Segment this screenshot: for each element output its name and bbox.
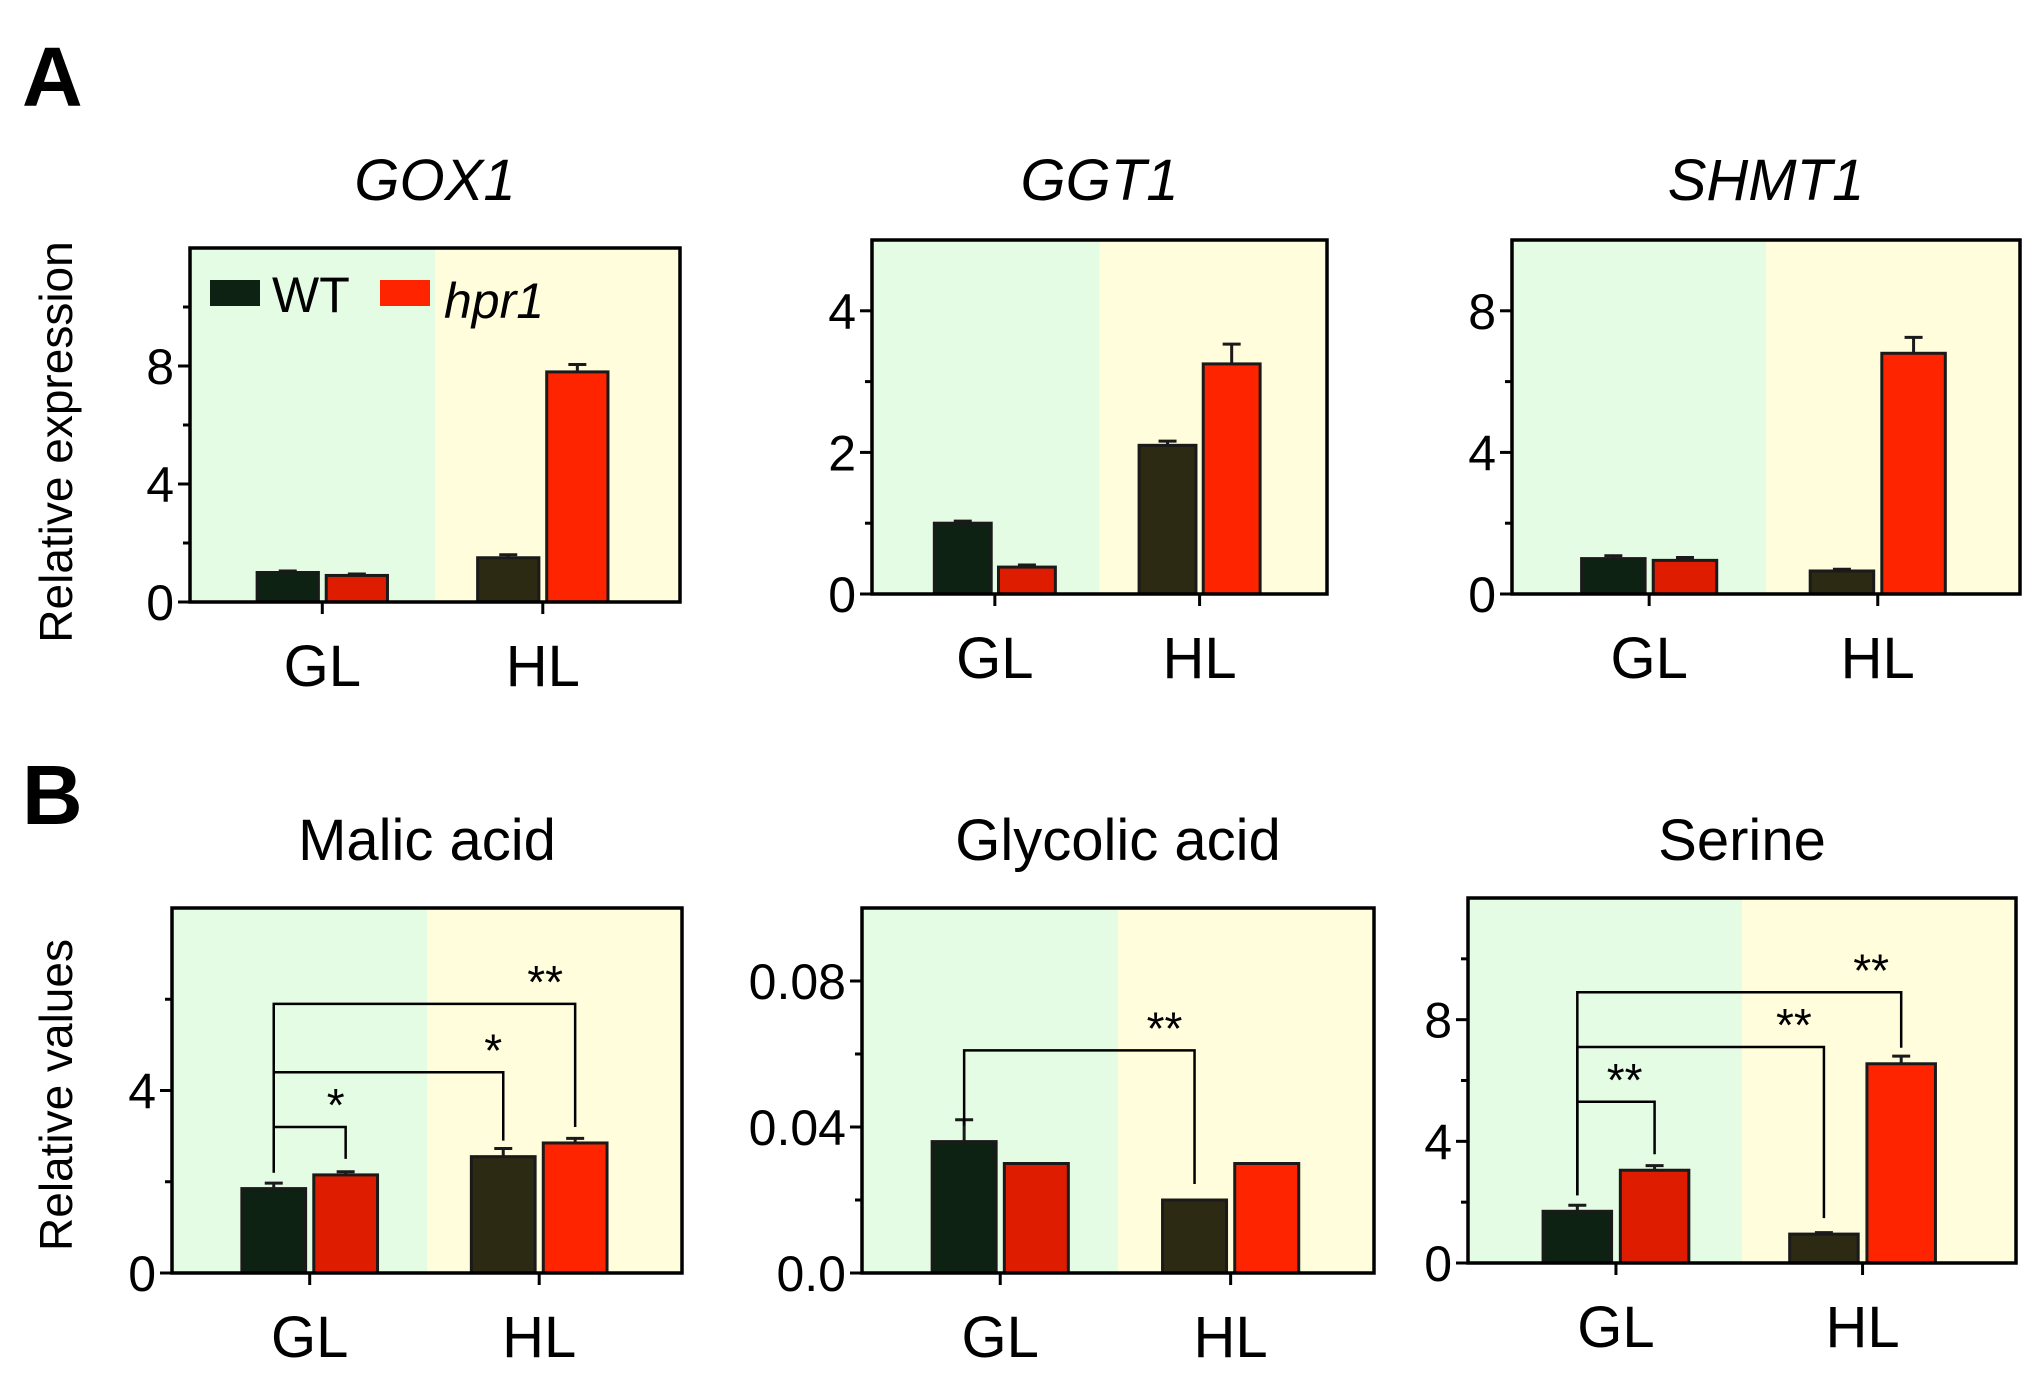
x-category-label: GL (1610, 626, 1687, 691)
x-category-label: HL (1825, 1295, 1899, 1360)
bar-hpr1-gl (1651, 558, 1719, 596)
bar-wt-hl (1137, 443, 1198, 596)
chart-shmt1: SHMT1 0 4 8 GL HL (1468, 148, 2022, 691)
y-tick-label: 8 (1424, 993, 1452, 1049)
y-tick-label: 0 (1468, 567, 1496, 623)
chart-title: GOX1 (354, 148, 515, 213)
legend: WT hpr1 (210, 267, 544, 329)
significance-bracket (962, 1049, 1196, 1184)
panel-label-b: B (22, 748, 83, 842)
significance-label: * (327, 1079, 345, 1131)
charts-container: GOX1 0 4 8 GL HL GGT1 0 2 4 GL HL SHMT1 0 4 8 GL HL Malic … (128, 148, 2022, 1370)
bar-hpr1-gl (324, 573, 389, 604)
bar-wt-gl (932, 521, 993, 596)
chart-title: Serine (1658, 808, 1826, 873)
significance-label: ** (1147, 1002, 1183, 1054)
bar-wt-hl (1788, 1232, 1860, 1265)
bar-wt-hl (469, 1155, 537, 1275)
bar-hpr1-hl (1201, 362, 1262, 596)
background-gl (1512, 240, 1766, 594)
ylabel-b: Relative values (30, 939, 82, 1251)
chart-title: Glycolic acid (955, 808, 1281, 873)
background-gl (190, 248, 435, 602)
legend-label-hpr1: hpr1 (444, 273, 544, 329)
legend-swatch-hpr1 (380, 280, 430, 306)
y-tick-label: 0 (1424, 1236, 1452, 1292)
chart-title: SHMT1 (1668, 148, 1865, 213)
bar-hpr1-gl (1618, 1168, 1691, 1265)
y-tick-label: 0 (828, 567, 856, 623)
significance-label: ** (1776, 999, 1812, 1051)
legend-swatch-wt (210, 280, 260, 306)
y-tick-label: 4 (1468, 425, 1496, 481)
significance-label: ** (1853, 944, 1889, 996)
background-gl (1468, 898, 1742, 1263)
y-tick-label: 4 (146, 457, 174, 513)
significance-label: ** (1607, 1054, 1643, 1106)
x-category-label: HL (502, 1305, 576, 1370)
bar-hpr1-hl (1233, 1162, 1301, 1275)
chart-gox1: GOX1 0 4 8 GL HL (146, 148, 682, 699)
bar-hpr1-gl (1002, 1162, 1070, 1275)
x-category-label: GL (271, 1305, 348, 1370)
x-category-label: GL (284, 634, 361, 699)
bar-wt-gl (930, 1140, 998, 1275)
chart-title: Malic acid (298, 808, 556, 873)
bar-wt-gl (1580, 557, 1647, 596)
x-category-label: HL (1163, 626, 1237, 691)
bar-wt-gl (255, 571, 320, 604)
bar-hpr1-gl (996, 565, 1057, 596)
y-tick-label: 4 (828, 284, 856, 340)
significance-bracket (1576, 991, 1903, 1196)
x-category-label: HL (1841, 626, 1915, 691)
x-category-label: HL (1194, 1305, 1268, 1370)
chart-glycolic-acid: Glycolic acid 0.0 0.04 0.08 GL HL ** (749, 808, 1376, 1370)
bar-wt-hl (1161, 1198, 1229, 1275)
x-category-label: GL (962, 1305, 1039, 1370)
chart-serine: Serine 0 4 8 GL HL ** ** ** (1424, 808, 2018, 1360)
y-tick-label: 4 (128, 1064, 156, 1120)
bar-hpr1-hl (1865, 1062, 1937, 1265)
bar-hpr1-hl (1880, 351, 1947, 596)
y-tick-label: 0 (128, 1246, 156, 1302)
panel-label-a: A (22, 30, 83, 124)
plot-frame (860, 906, 1376, 1275)
bar-hpr1-gl (312, 1173, 380, 1275)
significance-bracket (272, 1002, 577, 1173)
y-tick-label: 0 (146, 575, 174, 631)
x-category-label: HL (506, 634, 580, 699)
y-tick-label: 0.0 (776, 1246, 846, 1302)
y-tick-label: 0.04 (749, 1100, 846, 1156)
y-tick-label: 0.08 (749, 954, 846, 1010)
significance-label: ** (527, 956, 563, 1008)
x-category-label: GL (956, 626, 1033, 691)
chart-ggt1: GGT1 0 2 4 GL HL (828, 148, 1329, 691)
legend-label-wt: WT (272, 267, 350, 323)
y-tick-label: 4 (1424, 1114, 1452, 1170)
bar-hpr1-hl (545, 370, 610, 604)
plot-frame (1510, 238, 2022, 596)
y-tick-label: 8 (1468, 284, 1496, 340)
x-category-label: GL (1577, 1295, 1654, 1360)
bar-wt-gl (1541, 1209, 1614, 1265)
bar-wt-hl (476, 556, 541, 604)
bar-wt-gl (240, 1187, 308, 1275)
chart-title: GGT1 (1021, 148, 1179, 213)
plot-frame (870, 238, 1329, 596)
y-tick-label: 8 (146, 339, 174, 395)
significance-label: * (484, 1024, 502, 1076)
bar-wt-hl (1808, 569, 1876, 596)
y-tick-label: 2 (828, 425, 856, 481)
ylabel-a: Relative expression (30, 241, 82, 642)
bar-hpr1-hl (541, 1141, 609, 1275)
